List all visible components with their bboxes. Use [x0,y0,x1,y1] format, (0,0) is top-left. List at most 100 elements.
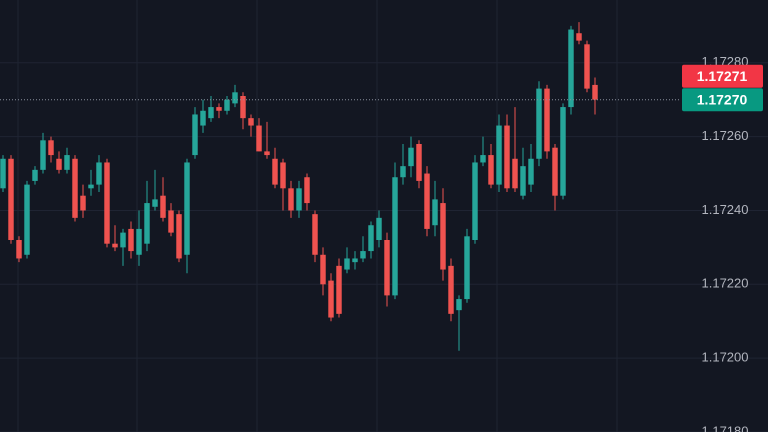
candle [400,144,406,185]
candle-body [448,265,454,314]
candle-body [272,158,278,185]
candle [136,210,142,266]
candle-body [504,125,510,189]
candle-body [40,140,46,170]
candle [376,210,382,248]
candle [168,203,174,237]
candle [128,221,134,259]
candle-body [464,236,470,300]
candle [320,247,326,296]
candle [344,247,350,274]
candle [360,236,366,263]
price-label: 1.17270 [697,91,748,107]
vertical-grid [17,0,618,432]
candle-body [472,162,478,240]
candle-body [312,214,318,255]
candle [280,158,286,211]
candle [80,184,86,218]
candle-body [400,166,406,178]
candle [72,155,78,222]
candle-body [176,214,182,259]
candle [160,177,166,222]
candle-body [568,29,574,108]
candle [24,180,30,259]
candle [472,155,478,244]
candle [0,155,6,192]
price-label-box [682,88,763,112]
candle-body [64,155,70,170]
candle-body [136,228,142,255]
candle-body [296,188,302,211]
candle [296,180,302,218]
candle [352,251,358,270]
candle [184,158,190,274]
candle [112,225,118,252]
candle-body [392,177,398,296]
candle-body [32,169,38,181]
candle-body [552,147,558,196]
candle-body [192,114,198,156]
candle-body [72,158,78,218]
candle-body [320,254,326,285]
candle [192,107,198,159]
candle [200,99,206,133]
candle-body [120,232,126,248]
candle [312,210,318,263]
candle [456,295,462,351]
candle [512,107,518,192]
candle-body [240,96,246,119]
candle [208,96,214,122]
candle-body [512,158,518,189]
candle-body [144,203,150,244]
candle [384,232,390,307]
candle-body [288,188,294,211]
candle [264,121,270,159]
candle-body [280,162,286,189]
candle-body [56,158,62,170]
candle [224,96,230,115]
y-tick-label: 1.17200 [702,350,749,365]
candle-body [368,225,374,252]
candle-body [488,155,494,185]
candle [256,118,262,152]
price-label: 1.17271 [697,68,748,84]
candle [432,180,438,237]
candle-body [88,184,94,189]
candle-body [248,118,254,126]
candle [104,158,110,248]
candle [552,144,558,211]
candle [272,147,278,189]
candle-body [336,265,342,314]
candle-body [528,158,534,185]
candle-body [208,107,214,119]
price-label-box [682,64,763,88]
candle [576,22,582,45]
candle-body [304,177,310,204]
candle [544,84,550,159]
candle [216,103,222,119]
candle [584,40,590,93]
candle [304,173,310,211]
candle-body [456,299,462,311]
candle [240,92,246,130]
candle [440,188,446,281]
candle-body [184,162,190,255]
candle-body [576,33,582,41]
candle-body [480,155,486,163]
candle [448,258,454,322]
candle [392,162,398,300]
y-tick-label: 1.17220 [702,276,749,291]
candle-body [408,147,414,167]
candle-body [432,199,438,226]
candle-body [128,228,134,252]
candle [520,147,526,200]
candle [176,210,182,263]
candle-body [0,158,6,189]
candle-body [200,110,206,126]
candle [560,103,566,200]
candle-body [8,158,14,240]
candle-body [96,162,102,185]
candle-body [496,125,502,185]
candle [496,114,502,192]
candle [120,228,126,266]
